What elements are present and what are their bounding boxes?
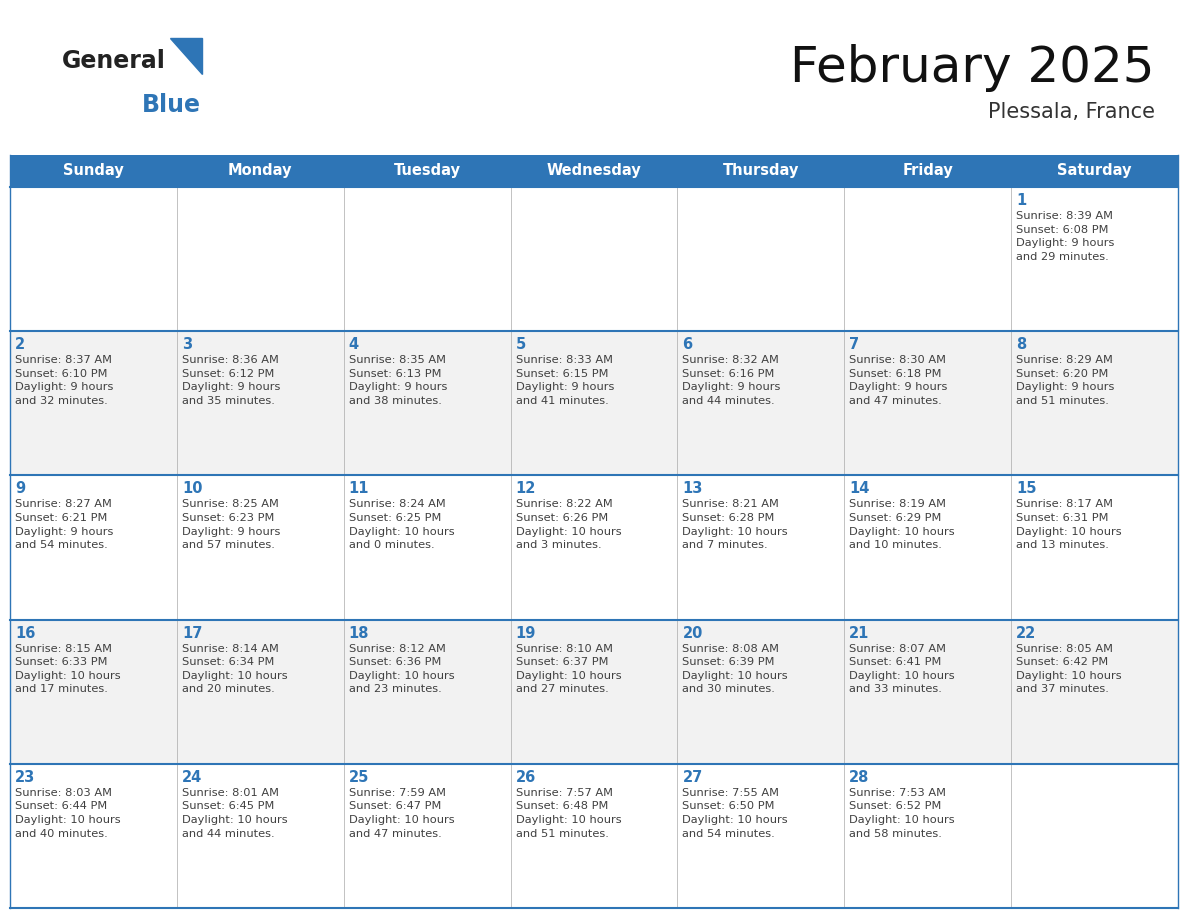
Text: Sunrise: 7:55 AM
Sunset: 6:50 PM
Daylight: 10 hours
and 54 minutes.: Sunrise: 7:55 AM Sunset: 6:50 PM Dayligh…: [682, 788, 788, 839]
Text: Blue: Blue: [143, 93, 201, 117]
Bar: [677, 155, 845, 187]
Text: 5: 5: [516, 337, 526, 353]
Text: Sunrise: 8:01 AM
Sunset: 6:45 PM
Daylight: 10 hours
and 44 minutes.: Sunrise: 8:01 AM Sunset: 6:45 PM Dayligh…: [182, 788, 287, 839]
Text: Tuesday: Tuesday: [393, 163, 461, 178]
Text: 8: 8: [1016, 337, 1026, 353]
Bar: [343, 155, 511, 187]
Text: 24: 24: [182, 770, 202, 785]
Bar: [10, 155, 177, 187]
Text: Sunrise: 8:17 AM
Sunset: 6:31 PM
Daylight: 10 hours
and 13 minutes.: Sunrise: 8:17 AM Sunset: 6:31 PM Dayligh…: [1016, 499, 1121, 550]
Bar: [10, 620, 1178, 764]
Text: Sunrise: 8:19 AM
Sunset: 6:29 PM
Daylight: 10 hours
and 10 minutes.: Sunrise: 8:19 AM Sunset: 6:29 PM Dayligh…: [849, 499, 955, 550]
Text: 17: 17: [182, 625, 202, 641]
Text: 22: 22: [1016, 625, 1036, 641]
Bar: [10, 187, 1178, 331]
Text: Sunrise: 8:22 AM
Sunset: 6:26 PM
Daylight: 10 hours
and 3 minutes.: Sunrise: 8:22 AM Sunset: 6:26 PM Dayligh…: [516, 499, 621, 550]
Text: Plessala, France: Plessala, France: [988, 102, 1155, 122]
Text: 15: 15: [1016, 481, 1037, 497]
Text: Friday: Friday: [903, 163, 953, 178]
Text: 21: 21: [849, 625, 870, 641]
Text: Sunrise: 7:53 AM
Sunset: 6:52 PM
Daylight: 10 hours
and 58 minutes.: Sunrise: 7:53 AM Sunset: 6:52 PM Dayligh…: [849, 788, 955, 839]
Text: 11: 11: [349, 481, 369, 497]
Text: Sunrise: 8:12 AM
Sunset: 6:36 PM
Daylight: 10 hours
and 23 minutes.: Sunrise: 8:12 AM Sunset: 6:36 PM Dayligh…: [349, 644, 454, 694]
Text: Saturday: Saturday: [1057, 163, 1132, 178]
Text: 12: 12: [516, 481, 536, 497]
Text: Thursday: Thursday: [722, 163, 800, 178]
Text: Sunrise: 8:08 AM
Sunset: 6:39 PM
Daylight: 10 hours
and 30 minutes.: Sunrise: 8:08 AM Sunset: 6:39 PM Dayligh…: [682, 644, 788, 694]
Text: 7: 7: [849, 337, 859, 353]
Text: 26: 26: [516, 770, 536, 785]
Text: 4: 4: [349, 337, 359, 353]
Text: 13: 13: [682, 481, 703, 497]
Bar: [177, 155, 343, 187]
Text: 16: 16: [15, 625, 36, 641]
Text: Sunrise: 8:07 AM
Sunset: 6:41 PM
Daylight: 10 hours
and 33 minutes.: Sunrise: 8:07 AM Sunset: 6:41 PM Dayligh…: [849, 644, 955, 694]
Text: 1: 1: [1016, 193, 1026, 208]
Text: 3: 3: [182, 337, 192, 353]
Text: 28: 28: [849, 770, 870, 785]
Text: Sunrise: 7:59 AM
Sunset: 6:47 PM
Daylight: 10 hours
and 47 minutes.: Sunrise: 7:59 AM Sunset: 6:47 PM Dayligh…: [349, 788, 454, 839]
Text: Sunrise: 8:24 AM
Sunset: 6:25 PM
Daylight: 10 hours
and 0 minutes.: Sunrise: 8:24 AM Sunset: 6:25 PM Dayligh…: [349, 499, 454, 550]
Text: Sunday: Sunday: [63, 163, 124, 178]
Text: Sunrise: 8:35 AM
Sunset: 6:13 PM
Daylight: 9 hours
and 38 minutes.: Sunrise: 8:35 AM Sunset: 6:13 PM Dayligh…: [349, 355, 447, 406]
Bar: [10, 331, 1178, 476]
Text: Sunrise: 8:36 AM
Sunset: 6:12 PM
Daylight: 9 hours
and 35 minutes.: Sunrise: 8:36 AM Sunset: 6:12 PM Dayligh…: [182, 355, 280, 406]
Bar: [511, 155, 677, 187]
Text: Sunrise: 8:29 AM
Sunset: 6:20 PM
Daylight: 9 hours
and 51 minutes.: Sunrise: 8:29 AM Sunset: 6:20 PM Dayligh…: [1016, 355, 1114, 406]
Bar: [10, 764, 1178, 908]
Text: 10: 10: [182, 481, 202, 497]
Text: Sunrise: 8:33 AM
Sunset: 6:15 PM
Daylight: 9 hours
and 41 minutes.: Sunrise: 8:33 AM Sunset: 6:15 PM Dayligh…: [516, 355, 614, 406]
Text: 20: 20: [682, 625, 703, 641]
Bar: [1011, 155, 1178, 187]
Text: 14: 14: [849, 481, 870, 497]
Text: Sunrise: 8:39 AM
Sunset: 6:08 PM
Daylight: 9 hours
and 29 minutes.: Sunrise: 8:39 AM Sunset: 6:08 PM Dayligh…: [1016, 211, 1114, 262]
Text: Sunrise: 8:14 AM
Sunset: 6:34 PM
Daylight: 10 hours
and 20 minutes.: Sunrise: 8:14 AM Sunset: 6:34 PM Dayligh…: [182, 644, 287, 694]
Text: Sunrise: 8:10 AM
Sunset: 6:37 PM
Daylight: 10 hours
and 27 minutes.: Sunrise: 8:10 AM Sunset: 6:37 PM Dayligh…: [516, 644, 621, 694]
Bar: [845, 155, 1011, 187]
Text: 18: 18: [349, 625, 369, 641]
Text: 27: 27: [682, 770, 702, 785]
Text: Sunrise: 8:37 AM
Sunset: 6:10 PM
Daylight: 9 hours
and 32 minutes.: Sunrise: 8:37 AM Sunset: 6:10 PM Dayligh…: [15, 355, 113, 406]
Text: Sunrise: 8:05 AM
Sunset: 6:42 PM
Daylight: 10 hours
and 37 minutes.: Sunrise: 8:05 AM Sunset: 6:42 PM Dayligh…: [1016, 644, 1121, 694]
Text: Sunrise: 8:27 AM
Sunset: 6:21 PM
Daylight: 9 hours
and 54 minutes.: Sunrise: 8:27 AM Sunset: 6:21 PM Dayligh…: [15, 499, 113, 550]
Text: Wednesday: Wednesday: [546, 163, 642, 178]
Text: Sunrise: 8:32 AM
Sunset: 6:16 PM
Daylight: 9 hours
and 44 minutes.: Sunrise: 8:32 AM Sunset: 6:16 PM Dayligh…: [682, 355, 781, 406]
Text: 19: 19: [516, 625, 536, 641]
Text: 2: 2: [15, 337, 25, 353]
Polygon shape: [170, 38, 202, 74]
Text: Sunrise: 8:03 AM
Sunset: 6:44 PM
Daylight: 10 hours
and 40 minutes.: Sunrise: 8:03 AM Sunset: 6:44 PM Dayligh…: [15, 788, 121, 839]
Text: Sunrise: 8:30 AM
Sunset: 6:18 PM
Daylight: 9 hours
and 47 minutes.: Sunrise: 8:30 AM Sunset: 6:18 PM Dayligh…: [849, 355, 948, 406]
Text: Monday: Monday: [228, 163, 292, 178]
Text: Sunrise: 8:15 AM
Sunset: 6:33 PM
Daylight: 10 hours
and 17 minutes.: Sunrise: 8:15 AM Sunset: 6:33 PM Dayligh…: [15, 644, 121, 694]
Text: 6: 6: [682, 337, 693, 353]
Text: 25: 25: [349, 770, 369, 785]
Text: Sunrise: 8:25 AM
Sunset: 6:23 PM
Daylight: 9 hours
and 57 minutes.: Sunrise: 8:25 AM Sunset: 6:23 PM Dayligh…: [182, 499, 280, 550]
Text: 9: 9: [15, 481, 25, 497]
Text: 23: 23: [15, 770, 36, 785]
Text: February 2025: February 2025: [790, 44, 1155, 92]
Text: Sunrise: 8:21 AM
Sunset: 6:28 PM
Daylight: 10 hours
and 7 minutes.: Sunrise: 8:21 AM Sunset: 6:28 PM Dayligh…: [682, 499, 788, 550]
Text: Sunrise: 7:57 AM
Sunset: 6:48 PM
Daylight: 10 hours
and 51 minutes.: Sunrise: 7:57 AM Sunset: 6:48 PM Dayligh…: [516, 788, 621, 839]
Bar: [10, 476, 1178, 620]
Text: General: General: [62, 49, 166, 73]
